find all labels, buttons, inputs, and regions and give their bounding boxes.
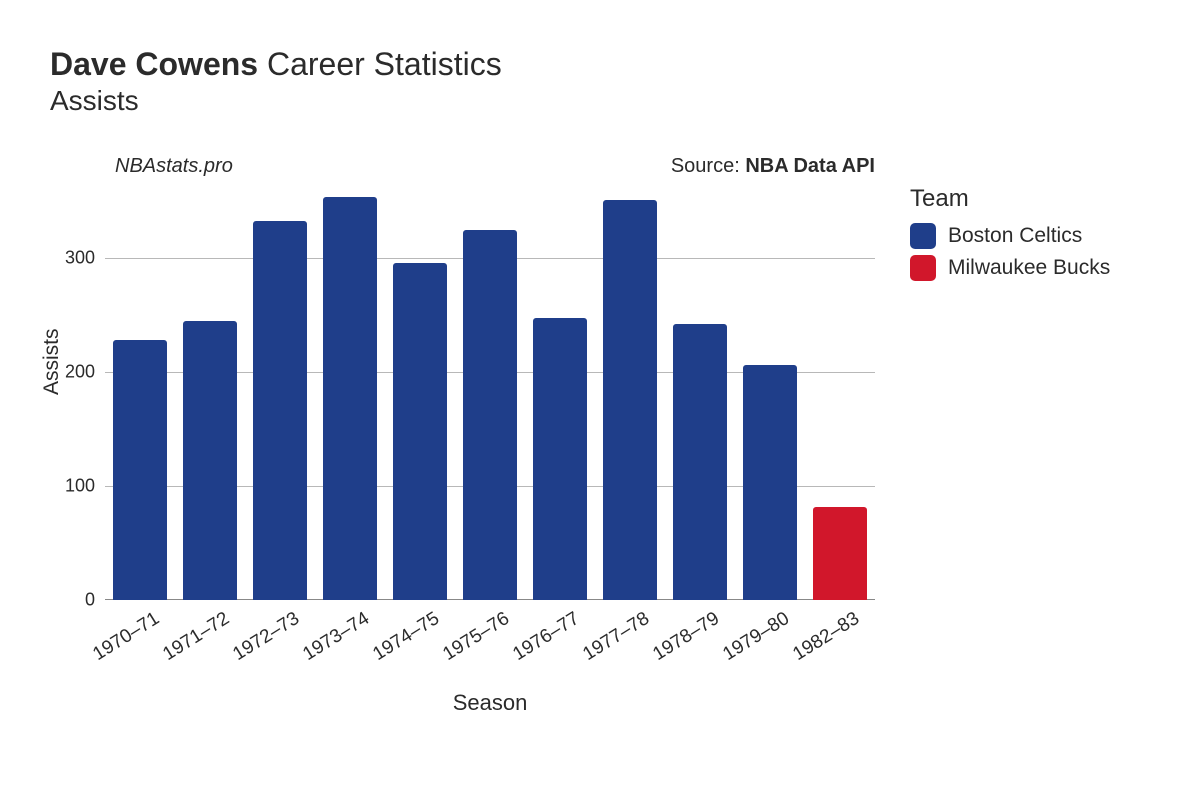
- x-axis-label: Season: [105, 690, 875, 716]
- source-credit: Source: NBA Data API: [671, 155, 875, 178]
- y-tick-label: 300: [45, 248, 95, 269]
- meta-row: NBAstats.pro Source: NBA Data API: [115, 155, 875, 178]
- bar: [183, 321, 238, 600]
- bar: [603, 200, 658, 600]
- site-credit: NBAstats.pro: [115, 155, 233, 178]
- y-tick-label: 100: [45, 476, 95, 497]
- legend-title: Team: [910, 185, 1110, 213]
- legend-label: Milwaukee Bucks: [948, 256, 1110, 280]
- source-name: NBA Data API: [745, 155, 875, 177]
- source-label: Source:: [671, 155, 740, 177]
- bar: [673, 324, 728, 600]
- chart-title-line1: Dave Cowens Career Statistics: [50, 45, 1150, 83]
- title-suffix: Career Statistics: [267, 46, 502, 82]
- player-name: Dave Cowens: [50, 46, 258, 82]
- bar: [393, 263, 448, 600]
- legend: Team Boston Celtics Milwaukee Bucks: [910, 185, 1110, 287]
- bar: [813, 507, 868, 600]
- legend-item: Milwaukee Bucks: [910, 255, 1110, 281]
- legend-label: Boston Celtics: [948, 224, 1082, 248]
- bar: [253, 221, 308, 600]
- bar: [113, 340, 168, 600]
- plot-area: 01002003001970–711971–721972–731973–7419…: [105, 190, 875, 600]
- bar: [743, 365, 798, 600]
- y-tick-label: 200: [45, 362, 95, 383]
- bar: [323, 197, 378, 600]
- legend-swatch: [910, 255, 936, 281]
- chart-title-stat: Assists: [50, 85, 1150, 117]
- chart-container: Dave Cowens Career Statistics Assists: [50, 45, 1150, 117]
- y-tick-label: 0: [45, 590, 95, 611]
- legend-swatch: [910, 223, 936, 249]
- legend-item: Boston Celtics: [910, 223, 1110, 249]
- bar: [533, 318, 588, 600]
- bar: [463, 230, 518, 600]
